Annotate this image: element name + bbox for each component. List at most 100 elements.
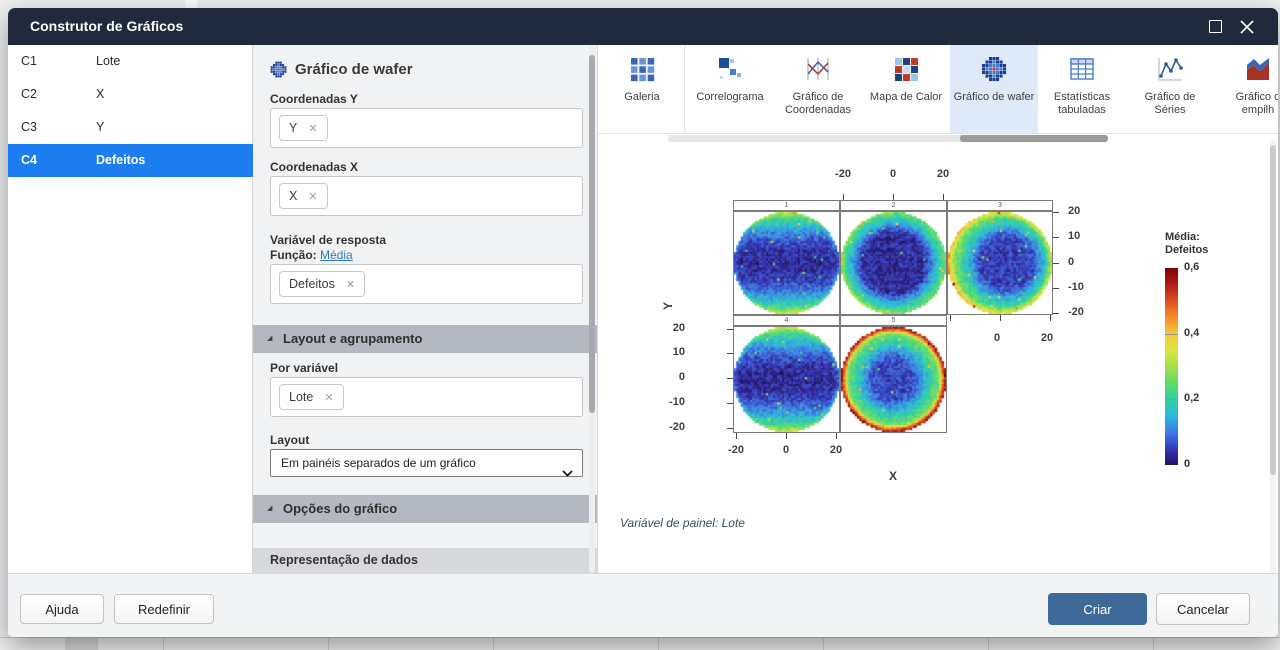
column-id: C2 (21, 87, 37, 101)
create-button[interactable]: Criar (1048, 593, 1147, 625)
column-row-c4[interactable]: C4 Defeitos (8, 144, 253, 177)
gallery-item-galeria[interactable]: Galeria (600, 45, 684, 133)
chip-remove-icon[interactable]: ✕ (345, 278, 356, 291)
response-input[interactable]: Defeitos ✕ (270, 264, 583, 304)
coord-y-chip[interactable]: Y ✕ (279, 115, 328, 141)
section-layout-grouping[interactable]: ◢ Layout e agrupamento (253, 325, 597, 353)
gallery-hscrollbar-thumb[interactable] (960, 135, 1108, 142)
y-axis-title: Y (661, 301, 676, 311)
axis-tick-mark (786, 433, 787, 439)
axis-tick-mark (1050, 315, 1051, 321)
column-row-c3[interactable]: C3 Y (8, 111, 253, 144)
axis-tick-mark (893, 194, 894, 200)
subsection-data-representation[interactable]: Representação de dados (253, 548, 597, 573)
gallery-item-label: Gráfico de Séries (1144, 91, 1196, 116)
coord-x-input[interactable]: X ✕ (270, 176, 583, 216)
maximize-button[interactable] (1200, 13, 1230, 40)
panel-strip-2: 2 (840, 200, 947, 211)
by-variable-input[interactable]: Lote ✕ (270, 377, 583, 417)
wafer-canvas-5 (841, 327, 946, 432)
settings-scrollbar-thumb[interactable] (589, 55, 595, 413)
layout-select-value: Em painéis separados de um gráfico (281, 456, 476, 470)
gallery-grid-icon (629, 56, 655, 82)
graph-builder-dialog: Construtor de Gráficos C1 Lote C2 X C3 Y C4 Def… (8, 8, 1278, 637)
gallery-bottom-border (598, 133, 1278, 134)
gallery-hscrollbar-track[interactable] (668, 135, 1108, 142)
coord-y-input[interactable]: Y ✕ (270, 108, 583, 148)
chip-label: Y (289, 121, 298, 135)
column-row-c1[interactable]: C1 Lote (8, 45, 253, 78)
footer: Ajuda Redefinir Criar Cancelar (8, 573, 1278, 637)
gallery-item-correlograma[interactable]: Correlograma (686, 45, 774, 133)
layout-select[interactable]: Em painéis separados de um gráfico (270, 449, 583, 477)
by-variable-chip[interactable]: Lote ✕ (279, 384, 344, 410)
wafer-plot-icon (981, 56, 1007, 82)
by-variable-label: Por variável (270, 361, 339, 375)
gallery-item-label: Estatísticas tabuladas (1053, 91, 1111, 116)
settings-title: Gráfico de wafer (295, 60, 413, 78)
wafer-canvas-3 (948, 212, 1052, 314)
axis-tick-label: -20 (835, 168, 851, 180)
preview-scrollbar-thumb[interactable] (1270, 145, 1276, 475)
gallery-item-label: Gráfico de wafer (953, 91, 1035, 103)
coord-x-chip[interactable]: X ✕ (279, 183, 328, 209)
function-link[interactable]: Média (320, 248, 353, 262)
wafer-canvas-2 (841, 212, 946, 314)
worksheet-strip (0, 637, 1280, 650)
cancel-button[interactable]: Cancelar (1156, 593, 1250, 625)
column-name: Defeitos (96, 153, 146, 167)
background-app-fragment (185, 0, 197, 8)
column-row-c2[interactable]: C2 X (8, 78, 253, 111)
gallery-item-estatisticas-tabuladas[interactable]: Estatísticas tabuladas (1038, 45, 1126, 133)
gallery-item-label: Gráfico de Coordenadas (784, 91, 852, 116)
axis-tick-mark (1000, 315, 1001, 321)
close-icon (1240, 19, 1254, 34)
axis-tick-label: -20 (728, 444, 744, 456)
response-chip[interactable]: Defeitos ✕ (279, 271, 366, 297)
axis-tick-mark (1053, 288, 1059, 289)
worksheet-cell (65, 638, 97, 650)
axis-tick-label: -20 (669, 421, 685, 433)
gallery-item-grafico-empilhado[interactable]: Gráfico d empilh (1214, 45, 1278, 133)
legend-colorbar (1165, 268, 1178, 465)
legend-tick-label: 0 (1184, 458, 1191, 470)
wafer-canvas-4 (734, 327, 839, 432)
gallery-item-grafico-de-wafer[interactable]: Gráfico de wafer (950, 45, 1038, 133)
axis-tick-mark (727, 403, 733, 404)
close-button[interactable] (1232, 13, 1262, 40)
axis-tick-mark (1053, 263, 1059, 264)
function-label: Função: (270, 248, 317, 262)
axis-tick-label: -20 (1068, 306, 1084, 318)
axis-tick-mark (736, 433, 737, 439)
legend-title-line2: Defeitos (1165, 244, 1209, 256)
table-stats-icon (1069, 56, 1095, 82)
gallery-item-grafico-de-series[interactable]: Gráfico de Séries (1126, 45, 1214, 133)
reset-button[interactable]: Redefinir (114, 594, 214, 624)
axis-tick-mark (727, 378, 733, 379)
chip-remove-icon[interactable]: ✕ (308, 122, 318, 135)
axis-tick-label: 10 (1068, 230, 1081, 242)
axis-tick-mark (1053, 237, 1059, 238)
column-name: X (96, 87, 105, 101)
titlebar: Construtor de Gráficos (8, 8, 1278, 45)
wafer-plot-icon (270, 61, 287, 78)
gallery-item-label: Correlograma (696, 91, 764, 103)
axis-tick-label: 20 (1040, 332, 1054, 344)
coordinates-plot-icon (805, 56, 831, 82)
help-button[interactable]: Ajuda (20, 594, 104, 624)
axis-tick-label: 20 (672, 322, 685, 334)
coord-y-label: Coordenadas Y (270, 92, 358, 106)
series-plot-icon (1157, 56, 1183, 82)
section-graph-options[interactable]: ◢ Opções do gráfico (253, 495, 597, 523)
gallery-item-grafico-de-coordenadas[interactable]: Gráfico de Coordenadas (774, 45, 862, 133)
chip-remove-icon[interactable]: ✕ (324, 391, 334, 404)
axis-tick-mark (836, 433, 837, 439)
panel-plot-1 (733, 211, 840, 315)
worksheet-gridline (823, 638, 824, 650)
worksheet-gridline (658, 638, 659, 650)
chip-remove-icon[interactable]: ✕ (308, 190, 318, 203)
gallery-item-label: Gráfico d empilh (1235, 91, 1278, 116)
settings-header: Gráfico de wafer (270, 59, 413, 79)
panel-plot-3 (947, 211, 1053, 315)
gallery-item-mapa-de-calor[interactable]: Mapa de Calor (862, 45, 950, 133)
